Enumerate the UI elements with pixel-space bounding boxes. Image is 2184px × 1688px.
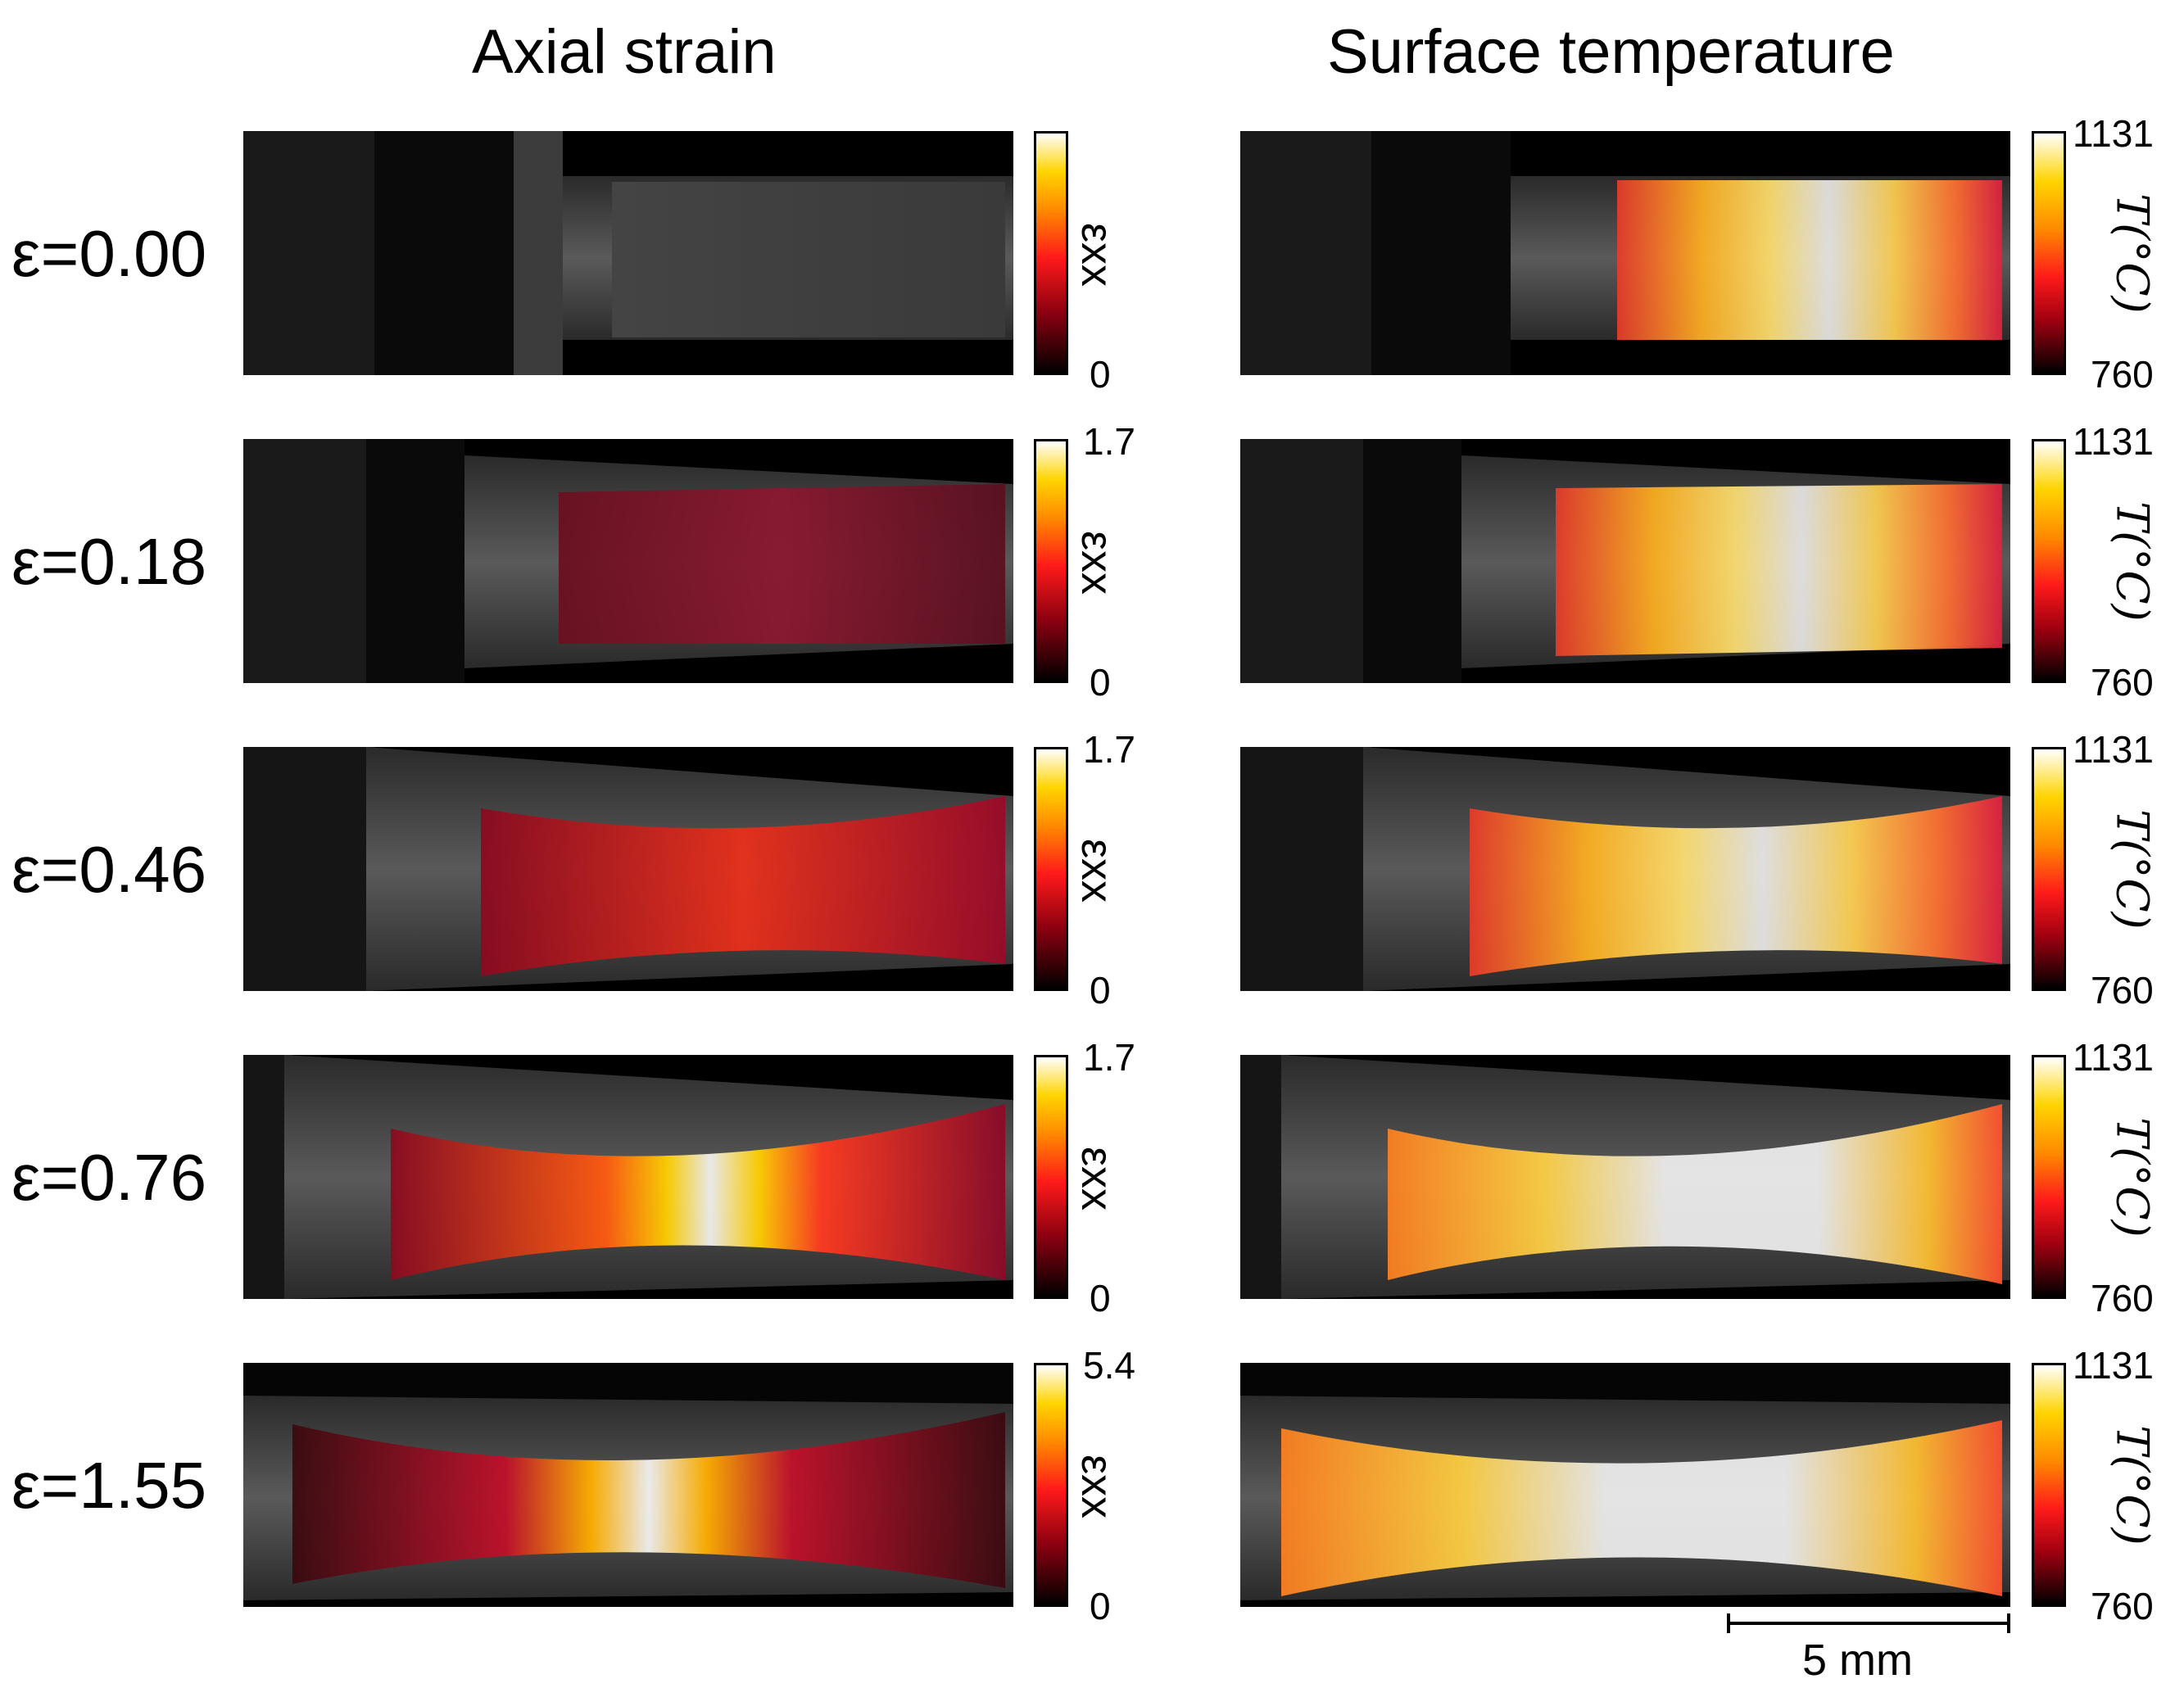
strain-min-tick-row-2: 0	[1090, 969, 1111, 1011]
temp-image-row-3	[1240, 1055, 2010, 1299]
strain-colorbar-row-1	[1034, 439, 1068, 683]
strain-max-tick-row-4: 5.4	[1083, 1344, 1135, 1387]
temp-min-tick-row-4: 760	[2091, 1585, 2154, 1627]
strain-colorbar-label-row-0: εxx	[1072, 222, 1122, 287]
strain-min-tick-row-4: 0	[1090, 1585, 1111, 1627]
temp-min-tick-row-3: 760	[2091, 1277, 2154, 1319]
strain-max-tick-row-3: 1.7	[1083, 1036, 1135, 1079]
temp-colorbar-label-text-row-1: T(°C)	[2106, 501, 2159, 622]
strain-colorbar-label-row-4: εxx	[1072, 1454, 1122, 1519]
temp-image-row-2	[1240, 747, 2010, 991]
strain-image-row-4	[243, 1363, 1013, 1607]
temp-colorbar-row-0	[2032, 131, 2066, 375]
row-label-0: ε=0.00	[11, 217, 207, 290]
temp-max-tick-row-4: 1131	[2073, 1344, 2154, 1387]
strain-image-row-0	[243, 131, 1013, 375]
strain-min-tick-row-0: 0	[1090, 353, 1111, 396]
temp-colorbar-row-2	[2032, 747, 2066, 991]
scale-bar-label: 5 mm	[1802, 1636, 1913, 1685]
strain-image-row-2	[243, 747, 1013, 991]
temp-image-row-4	[1240, 1363, 2010, 1607]
temp-colorbar-row-1	[2032, 439, 2066, 683]
temp-colorbar-label-row-2: T(°C)	[2107, 809, 2159, 929]
row-label-1: ε=0.18	[11, 525, 207, 598]
temp-colorbar-label-text-row-3: T(°C)	[2106, 1117, 2159, 1238]
row-label-2: ε=0.46	[11, 833, 207, 906]
strain-colorbar-row-2	[1034, 747, 1068, 991]
temp-min-tick-row-1: 760	[2091, 661, 2154, 704]
strain-image-row-3	[243, 1055, 1013, 1299]
strain-image-row-1	[243, 439, 1013, 683]
strain-max-tick-row-1: 1.7	[1083, 420, 1135, 463]
scale-bar	[1727, 1613, 2010, 1633]
strain-min-tick-row-3: 0	[1090, 1277, 1111, 1319]
strain-colorbar-row-0	[1034, 131, 1068, 375]
strain-colorbar-label-row-2: εxx	[1072, 838, 1122, 903]
temp-max-tick-row-3: 1131	[2073, 1036, 2154, 1079]
strain-colorbar-row-3	[1034, 1055, 1068, 1299]
temp-max-tick-row-2: 1131	[2073, 728, 2154, 771]
temp-colorbar-row-3	[2032, 1055, 2066, 1299]
title-surface-temperature: Surface temperature	[1327, 17, 1895, 87]
title-axial-strain: Axial strain	[472, 17, 777, 87]
temp-colorbar-label-text-row-2: T(°C)	[2106, 809, 2159, 930]
temp-min-tick-row-0: 760	[2091, 353, 2154, 396]
row-label-3: ε=0.76	[11, 1141, 207, 1214]
temp-image-row-0	[1240, 131, 2010, 375]
temp-colorbar-label-row-3: T(°C)	[2107, 1117, 2159, 1237]
temp-min-tick-row-2: 760	[2091, 969, 2154, 1011]
strain-colorbar-row-4	[1034, 1363, 1068, 1607]
temp-colorbar-label-row-4: T(°C)	[2107, 1425, 2159, 1545]
temp-colorbar-label-text-row-0: T(°C)	[2106, 193, 2159, 314]
temp-colorbar-row-4	[2032, 1363, 2066, 1607]
temp-colorbar-label-text-row-4: T(°C)	[2106, 1425, 2159, 1545]
temp-max-tick-row-0: 1131	[2073, 112, 2154, 155]
temp-max-tick-row-1: 1131	[2073, 420, 2154, 463]
temp-image-row-1	[1240, 439, 2010, 683]
strain-min-tick-row-1: 0	[1090, 661, 1111, 704]
strain-colorbar-label-row-1: εxx	[1072, 530, 1122, 595]
temp-colorbar-label-row-0: T(°C)	[2107, 193, 2159, 313]
strain-colorbar-label-row-3: εxx	[1072, 1146, 1122, 1211]
temp-colorbar-label-row-1: T(°C)	[2107, 501, 2159, 621]
strain-max-tick-row-2: 1.7	[1083, 728, 1135, 771]
row-label-4: ε=1.55	[11, 1449, 207, 1522]
